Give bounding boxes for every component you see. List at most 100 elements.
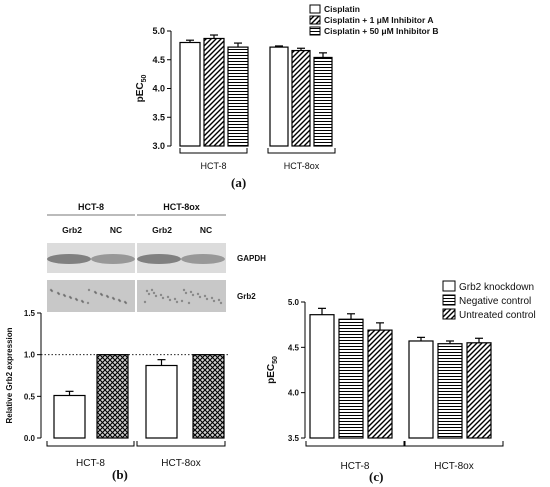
group-bracket bbox=[267, 148, 336, 154]
panel-label-a: (a) bbox=[231, 175, 246, 190]
blot-speckle bbox=[154, 294, 158, 298]
blot-speckle bbox=[152, 291, 156, 295]
panel-a-chart: 3.0 3.5 4.0 4.5 5.0 pEC50 HCT-8 HCT-8ox Cisplati… bbox=[135, 4, 439, 171]
bar-hct-8-0 bbox=[53, 394, 86, 439]
bar-hct-8ox-2 bbox=[313, 56, 333, 147]
panel-c-chart: 3.5 4.0 4.5 5.0 pEC50 HCT-8 HCT-8ox Grb2 knockd… bbox=[266, 280, 536, 472]
blot-speckle bbox=[210, 296, 214, 300]
bar-hct-8-0 bbox=[309, 314, 335, 439]
blot-group-label: HCT-8ox bbox=[163, 202, 200, 212]
blot-speckle bbox=[184, 291, 188, 295]
blot-speckle bbox=[87, 288, 91, 292]
blot-speckle bbox=[150, 288, 154, 292]
blot-speckle bbox=[203, 294, 207, 298]
blot-speckle bbox=[196, 292, 200, 296]
bar-hct-8ox-1 bbox=[437, 343, 463, 439]
blot-speckle bbox=[69, 296, 73, 300]
y-tick-label: 4.0 bbox=[152, 84, 165, 94]
legend-entry: Cisplatin + 1 μM Inhibitor A bbox=[324, 15, 434, 25]
blot-row-label: GAPDH bbox=[237, 254, 266, 263]
y-axis-label-subscript: 50 bbox=[272, 356, 279, 364]
panel-b-chart: 0.0 0.5 1.0 1.5 Relative Grb2 expression HCT-… bbox=[5, 309, 229, 469]
blot-speckle bbox=[63, 294, 67, 298]
bar-hct-8ox-0 bbox=[145, 364, 178, 439]
blot-speckle bbox=[175, 300, 179, 304]
bar-hct-8ox-2 bbox=[466, 342, 492, 439]
blot-speckle bbox=[173, 297, 177, 301]
bar-hct-8ox-1 bbox=[192, 354, 225, 439]
blot-strip bbox=[137, 280, 226, 312]
blot-speckle bbox=[100, 293, 104, 297]
bar-hct-8-2 bbox=[227, 46, 249, 147]
legend-entry: Grb2 knockdown bbox=[459, 282, 534, 293]
y-tick-label: 5.0 bbox=[288, 298, 300, 307]
blot-speckle bbox=[81, 300, 85, 304]
legend-swatch bbox=[442, 280, 456, 292]
category-label: HCT-8ox bbox=[161, 458, 200, 469]
blot-speckle bbox=[50, 289, 54, 293]
y-tick-label: 1.0 bbox=[24, 351, 36, 360]
legend-entry: Cisplatin bbox=[324, 4, 360, 14]
y-tick-label: 3.0 bbox=[152, 141, 165, 151]
legend-swatch bbox=[442, 308, 456, 320]
blot-speckle bbox=[212, 299, 216, 303]
panel-label-b: (b) bbox=[112, 467, 128, 482]
category-label: HCT-8 bbox=[341, 461, 370, 472]
blot-speckle bbox=[182, 288, 186, 292]
blot-band bbox=[181, 254, 225, 264]
blot-speckle bbox=[143, 300, 147, 304]
blot-speckle bbox=[189, 290, 193, 294]
y-axis-label: pEC50 bbox=[135, 75, 148, 103]
y-tick-label: 5.0 bbox=[152, 26, 165, 36]
bar-hct-8-2 bbox=[367, 329, 393, 439]
group-bracket bbox=[179, 148, 248, 154]
blot-speckle bbox=[145, 289, 149, 293]
blot-speckle bbox=[205, 297, 209, 301]
legend-swatch bbox=[309, 4, 321, 14]
bar-hct-8ox-1 bbox=[291, 49, 311, 147]
y-tick-label: 3.5 bbox=[152, 112, 165, 122]
blot-band bbox=[91, 254, 135, 264]
legend-entry: Untreated control bbox=[459, 310, 536, 321]
bar-hct-8ox-0 bbox=[408, 340, 434, 439]
blot-strip bbox=[47, 280, 135, 312]
blot-lane-label: Grb2 bbox=[152, 225, 172, 235]
y-axis-label-subscript: 50 bbox=[141, 75, 148, 83]
bar-hct-8-1 bbox=[203, 37, 225, 147]
blot-speckle bbox=[86, 301, 90, 305]
blot-group-label: HCT-8 bbox=[78, 202, 104, 212]
blot-speckle bbox=[112, 297, 116, 301]
y-tick-label: 4.5 bbox=[152, 55, 165, 65]
blot-row-label: Grb2 bbox=[237, 292, 256, 301]
blot-speckle bbox=[198, 295, 202, 299]
blot-speckle bbox=[180, 299, 184, 303]
blot-speckle bbox=[57, 292, 61, 296]
blot-band bbox=[47, 254, 91, 264]
group-bracket bbox=[305, 441, 405, 447]
category-label: HCT-8ox bbox=[284, 161, 320, 171]
blot-speckle bbox=[118, 299, 122, 303]
blot-speckle bbox=[166, 295, 170, 299]
y-tick-label: 3.5 bbox=[288, 434, 300, 443]
legend-swatch bbox=[309, 15, 321, 25]
blot-speckle bbox=[217, 298, 221, 302]
category-label: HCT-8ox bbox=[434, 461, 473, 472]
blot-speckle bbox=[168, 298, 172, 302]
y-axis-label: Relative Grb2 expression bbox=[5, 327, 14, 423]
blot-speckle bbox=[106, 295, 110, 299]
y-tick-label: 0.5 bbox=[24, 392, 36, 401]
blot-speckle bbox=[124, 301, 128, 305]
category-label: HCT-8 bbox=[76, 458, 105, 469]
blot-lane-label: Grb2 bbox=[62, 225, 82, 235]
category-label: HCT-8 bbox=[200, 161, 226, 171]
legend-entry: Negative control bbox=[459, 296, 531, 307]
blot-speckle bbox=[187, 301, 191, 305]
legend-swatch bbox=[442, 294, 456, 306]
blot-lane-label: NC bbox=[110, 225, 122, 235]
bar-hct-8-1 bbox=[96, 354, 129, 439]
bar-hct-8-0 bbox=[179, 41, 201, 147]
group-bracket bbox=[404, 441, 504, 447]
y-tick-label: 1.5 bbox=[24, 309, 36, 318]
y-axis-label: pEC50 bbox=[266, 356, 279, 384]
